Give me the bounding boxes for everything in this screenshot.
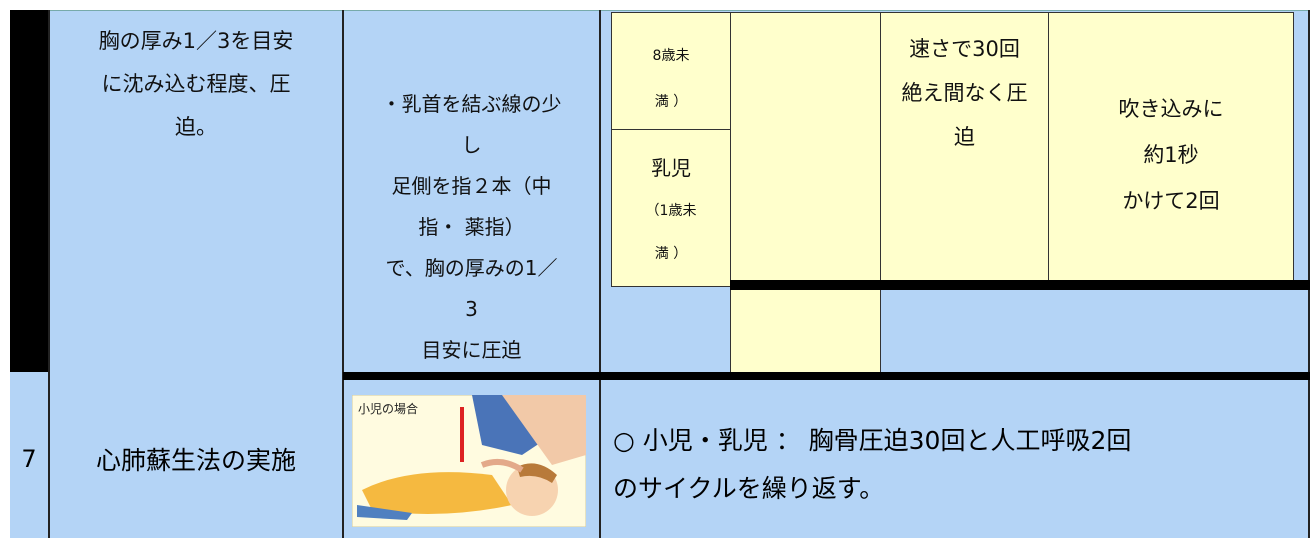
- text-line: ・乳首を結ぶ線の少: [381, 92, 562, 116]
- text-line: ○ 小児・乳児 ： 胸骨圧迫30回と人工呼吸2回: [613, 426, 1132, 455]
- breath-cell: 吹き込みに 約1秒 かけて2回: [1048, 12, 1294, 282]
- text-line: 胸の厚み1／3を目安: [98, 29, 294, 53]
- text-line: 8歳未: [652, 48, 690, 64]
- text-line: 約1秒: [1143, 143, 1199, 167]
- border: [1308, 10, 1310, 538]
- yellow-strip: [731, 290, 879, 372]
- text-line: 満 ）: [654, 246, 688, 262]
- text-line: 満 ）: [654, 94, 688, 110]
- border: [342, 10, 344, 538]
- text-line: 乳児: [651, 156, 691, 180]
- border: [48, 10, 50, 538]
- row-number: 7: [21, 445, 37, 473]
- text-line: （1歳未: [645, 203, 697, 219]
- text-line: かけて2回: [1122, 189, 1220, 213]
- text-line: のサイクルを繰り返す。: [613, 474, 885, 503]
- text-line: 迫: [954, 125, 975, 149]
- text-line: 絶え間なく圧: [901, 81, 1028, 105]
- black-bar: [730, 280, 1310, 290]
- depth-text: 胸の厚み1／3を目安 に沈み込む程度、圧 迫。: [50, 20, 342, 149]
- border: [599, 10, 601, 538]
- text-line: 足側を指２本（中: [391, 174, 552, 198]
- age-infant-cell: 乳児 （1歳未 満 ）: [611, 129, 731, 287]
- text-line: に沈み込む程度、圧: [101, 72, 291, 96]
- compression-cell: 速さで30回 絶え間なく圧 迫: [880, 12, 1049, 282]
- text-line: 指・ 薬指）: [418, 215, 525, 239]
- black-column: [10, 10, 48, 372]
- text-line: で、胸の厚みの1／: [385, 256, 558, 280]
- cpr-note: ○ 小児・乳児 ： 胸骨圧迫30回と人工呼吸2回 のサイクルを繰り返す。: [613, 417, 1308, 513]
- age-child-cell: 8歳未 満 ）: [611, 12, 731, 130]
- row-title: 心肺蘇生法の実施: [95, 446, 296, 475]
- text-line: し: [461, 133, 482, 157]
- cpr-illustration: 小児の場合: [352, 395, 586, 527]
- text-line: 速さで30回: [909, 37, 1020, 61]
- text-line: 目安に圧迫: [421, 338, 522, 362]
- text-line: 3: [465, 297, 478, 321]
- text-line: 迫。: [175, 115, 217, 139]
- illustration-label: 小児の場合: [358, 401, 418, 416]
- position-text: ・乳首を結ぶ線の少 し 足側を指２本（中 指・ 薬指） で、胸の厚みの1／ 3 …: [344, 84, 599, 371]
- row-divider: [343, 372, 1310, 380]
- text-line: 吹き込みに: [1118, 97, 1224, 121]
